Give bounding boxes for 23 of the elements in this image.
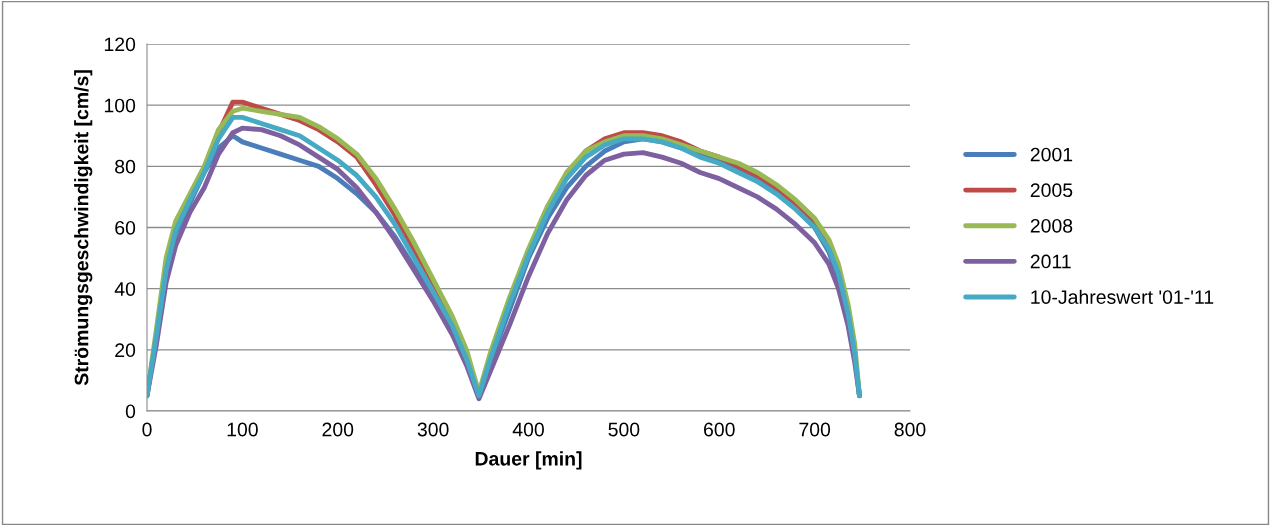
x-tick-label: 600: [704, 422, 735, 437]
x-tick-label: 0: [142, 422, 152, 437]
legend-label: 10-Jahreswert '01-'11: [1031, 289, 1214, 304]
y-tick-label: 0: [125, 404, 136, 419]
legend-label: 2005: [1030, 183, 1073, 198]
y-tick-label: 40: [114, 282, 136, 296]
legend-label: 2008: [1030, 218, 1073, 233]
x-tick-label: 800: [894, 422, 926, 437]
y-tick-label: 80: [115, 159, 136, 174]
legend-label: 2001: [1030, 147, 1073, 162]
x-tick-label: 300: [417, 422, 449, 437]
y-tick-label: 100: [104, 98, 136, 113]
legend-label: 2011: [1030, 254, 1071, 269]
y-tick-label: 120: [104, 37, 136, 52]
x-tick-label: 100: [227, 422, 258, 437]
y-tick-label: 20: [115, 343, 136, 358]
x-tick-label: 400: [512, 422, 544, 437]
y-tick-label: 60: [115, 220, 136, 235]
x-axis-title: Dauer [min]: [475, 451, 582, 470]
x-tick-label: 700: [799, 422, 831, 437]
x-tick-label: 200: [322, 422, 354, 437]
x-tick-label: 500: [608, 422, 640, 437]
y-axis-title: Strömungsgeschwindigkeit [cm/s]: [74, 70, 93, 386]
